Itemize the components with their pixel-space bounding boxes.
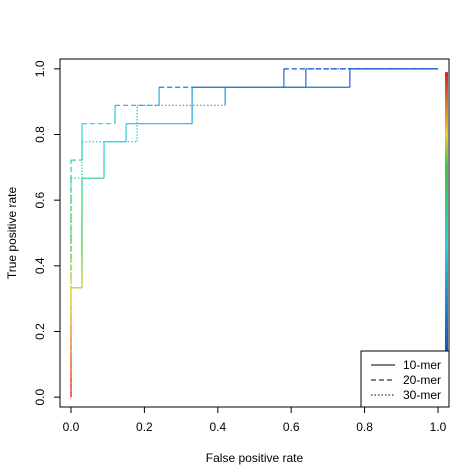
colorbar-cell (445, 225, 448, 231)
colorbar-cell (445, 146, 448, 152)
colorbar-cell (445, 327, 448, 334)
colorbar-cell (445, 141, 448, 148)
legend-label: 10-mer (403, 358, 441, 372)
colorbar-cell (445, 127, 448, 134)
colorbar-cell (445, 160, 448, 166)
colorbar-cell (445, 72, 448, 78)
colorbar-cell (445, 300, 448, 306)
colorbar-cell (445, 234, 448, 241)
legend-box (360, 350, 450, 408)
colorbar-cell (445, 207, 448, 213)
colorbar-cell (445, 202, 448, 208)
colorbar-cell (445, 86, 448, 92)
roc-curves (70, 68, 438, 398)
x-tick-label: 0.2 (136, 420, 153, 434)
y-tick-label: 0.2 (33, 323, 47, 340)
x-tick-label: 0.8 (356, 420, 373, 434)
colorbar-cell (445, 239, 448, 245)
colorbar-cell (445, 216, 448, 222)
colorbar-cell (445, 188, 448, 194)
colorbar-cell (445, 332, 448, 338)
colorbar-cell (445, 118, 448, 124)
y-tick-label: 0.0 (33, 388, 47, 405)
colorbar-cell (445, 304, 448, 310)
colorbar-cell (445, 313, 448, 320)
y-tick-label: 0.6 (33, 192, 47, 209)
x-axis: 0.0 0.2 0.4 0.6 0.8 1.0 (63, 407, 447, 434)
colorbar-cell (445, 211, 448, 217)
colorbar-cell (445, 244, 448, 250)
colorbar-cell (445, 197, 448, 203)
colorbar-cell (445, 132, 448, 138)
colorbar-cell (445, 267, 448, 273)
y-axis: 0.0 0.2 0.4 0.6 0.8 1.0 (33, 60, 60, 405)
colorbar-cell (445, 123, 448, 129)
colorbar-cell (445, 155, 448, 162)
colorbar-cell (445, 272, 448, 278)
y-tick-label: 0.4 (33, 257, 47, 274)
colorbar-cell (445, 258, 448, 264)
colorbar-cell (445, 286, 448, 292)
plot-frame (59, 58, 450, 408)
y-tick-label: 0.8 (33, 126, 47, 143)
colorbar-cell (445, 165, 448, 171)
colorbar-cell (445, 295, 448, 301)
series-20-mer (70, 68, 438, 398)
colorbar-cell (445, 309, 448, 315)
colorbar-cell (445, 151, 448, 157)
x-tick-label: 1.0 (430, 420, 447, 434)
colorbar-cell (445, 90, 448, 96)
colorbar-cell (445, 276, 448, 283)
y-axis-label: True positive rate (5, 187, 19, 280)
legend-label: 30-mer (403, 388, 441, 402)
colorbar-cell (445, 346, 448, 352)
colorbar-cell (445, 337, 448, 343)
colorbar-cell (445, 281, 448, 287)
colorbar-cell (445, 174, 448, 180)
colorbar-cell (445, 76, 448, 83)
colorbar-cell (445, 100, 448, 106)
colorbar-cell (445, 183, 448, 190)
colorbar-cell (445, 341, 448, 348)
colorbar (445, 72, 448, 352)
colorbar-cell (445, 262, 448, 269)
colorbar-cell (445, 323, 448, 329)
colorbar-cell (445, 248, 448, 255)
colorbar-cell (445, 113, 448, 120)
x-axis-label: False positive rate (206, 451, 304, 465)
colorbar-cell (445, 104, 448, 110)
x-tick-label: 0.0 (63, 420, 80, 434)
series-30-mer (70, 68, 438, 398)
colorbar-cell (445, 169, 448, 176)
y-tick-label: 1.0 (33, 60, 47, 77)
colorbar-cell (445, 220, 448, 227)
colorbar-cell (445, 109, 448, 115)
colorbar-cell (445, 95, 448, 101)
series-10-mer (70, 68, 438, 398)
colorbar-cell (445, 290, 448, 296)
colorbar-cell (445, 81, 448, 87)
colorbar-cell (445, 193, 448, 199)
colorbar-cell (445, 179, 448, 185)
colorbar-cell (445, 253, 448, 259)
colorbar-cell (445, 137, 448, 143)
x-tick-label: 0.4 (209, 420, 226, 434)
colorbar-cell (445, 230, 448, 236)
legend-label: 20-mer (403, 373, 441, 387)
x-tick-label: 0.6 (283, 420, 300, 434)
colorbar-cell (445, 318, 448, 324)
